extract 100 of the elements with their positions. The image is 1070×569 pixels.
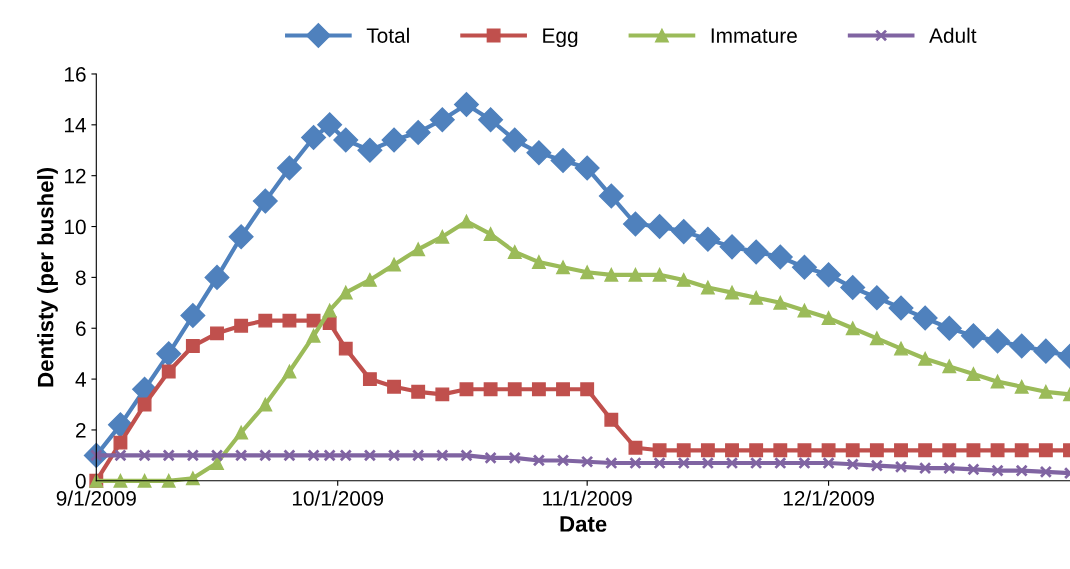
point	[185, 471, 200, 486]
y-tick-label: 10	[65, 219, 86, 235]
point	[532, 454, 546, 467]
point	[1038, 384, 1053, 399]
point	[894, 460, 908, 474]
point	[137, 397, 152, 412]
point	[307, 449, 320, 462]
point	[387, 449, 401, 462]
point	[918, 443, 933, 458]
point	[459, 214, 474, 229]
point	[700, 443, 715, 458]
point	[864, 285, 890, 311]
point	[943, 461, 956, 475]
point	[991, 464, 1004, 477]
point	[283, 449, 296, 462]
point	[797, 443, 812, 458]
point	[845, 443, 860, 458]
point	[435, 229, 450, 244]
point	[338, 341, 353, 356]
y-axis-title: Dentisty (per bushel)	[37, 167, 58, 387]
point	[138, 449, 151, 462]
point	[1015, 464, 1028, 477]
point	[210, 456, 224, 470]
point	[387, 257, 401, 272]
point	[234, 449, 248, 462]
point	[507, 245, 522, 259]
point	[966, 443, 981, 458]
point	[317, 112, 343, 138]
point	[234, 318, 249, 333]
point	[749, 456, 763, 470]
point	[429, 107, 455, 133]
point	[282, 364, 297, 379]
point	[676, 272, 691, 287]
point	[797, 303, 812, 318]
point	[822, 456, 835, 470]
point	[483, 382, 498, 397]
point	[306, 328, 321, 343]
point	[725, 285, 739, 300]
point	[161, 364, 176, 379]
point	[628, 267, 643, 282]
point	[749, 443, 764, 458]
point	[484, 451, 497, 465]
point	[502, 127, 528, 153]
point	[1033, 338, 1059, 364]
point	[840, 275, 866, 301]
point	[700, 280, 715, 295]
point	[990, 443, 1005, 458]
point	[460, 449, 473, 462]
point	[821, 311, 836, 326]
point	[1014, 379, 1029, 394]
point	[652, 267, 667, 282]
legend-label: Immature	[711, 28, 797, 43]
point	[845, 321, 860, 336]
point	[870, 459, 884, 472]
point	[725, 456, 739, 470]
point	[204, 264, 230, 290]
point	[363, 449, 377, 462]
point	[258, 397, 273, 412]
point	[282, 313, 297, 328]
point	[966, 367, 981, 381]
point	[676, 443, 691, 458]
point	[362, 372, 377, 387]
point	[629, 456, 642, 470]
point	[816, 262, 842, 288]
point	[459, 382, 474, 397]
point	[821, 443, 836, 458]
point	[743, 239, 769, 265]
point	[574, 155, 600, 181]
point	[161, 473, 176, 488]
point	[580, 265, 595, 280]
x-axis-title: Date	[560, 516, 607, 532]
point	[869, 443, 884, 458]
point	[405, 119, 431, 145]
y-tick-label: 14	[65, 118, 86, 133]
point	[411, 449, 425, 462]
point	[387, 379, 401, 394]
point	[604, 412, 619, 427]
point	[1014, 443, 1029, 458]
point	[888, 295, 914, 321]
point	[749, 290, 764, 305]
point	[774, 456, 787, 470]
point	[653, 456, 666, 470]
point	[671, 219, 697, 245]
point	[1038, 443, 1053, 458]
x-tick-label: 9/1/2009	[56, 490, 136, 506]
x-tick-label: 11/1/2009	[543, 490, 632, 506]
point	[550, 147, 576, 173]
point	[507, 382, 522, 397]
point	[323, 449, 336, 462]
point	[580, 455, 594, 468]
point	[918, 461, 932, 475]
point	[719, 234, 745, 260]
point	[228, 224, 254, 250]
point	[113, 435, 128, 450]
point	[556, 454, 570, 467]
point	[322, 303, 337, 318]
point	[276, 155, 302, 181]
point	[605, 456, 618, 470]
x-tick-label: 12/1/2009	[783, 490, 874, 506]
point	[508, 451, 521, 465]
